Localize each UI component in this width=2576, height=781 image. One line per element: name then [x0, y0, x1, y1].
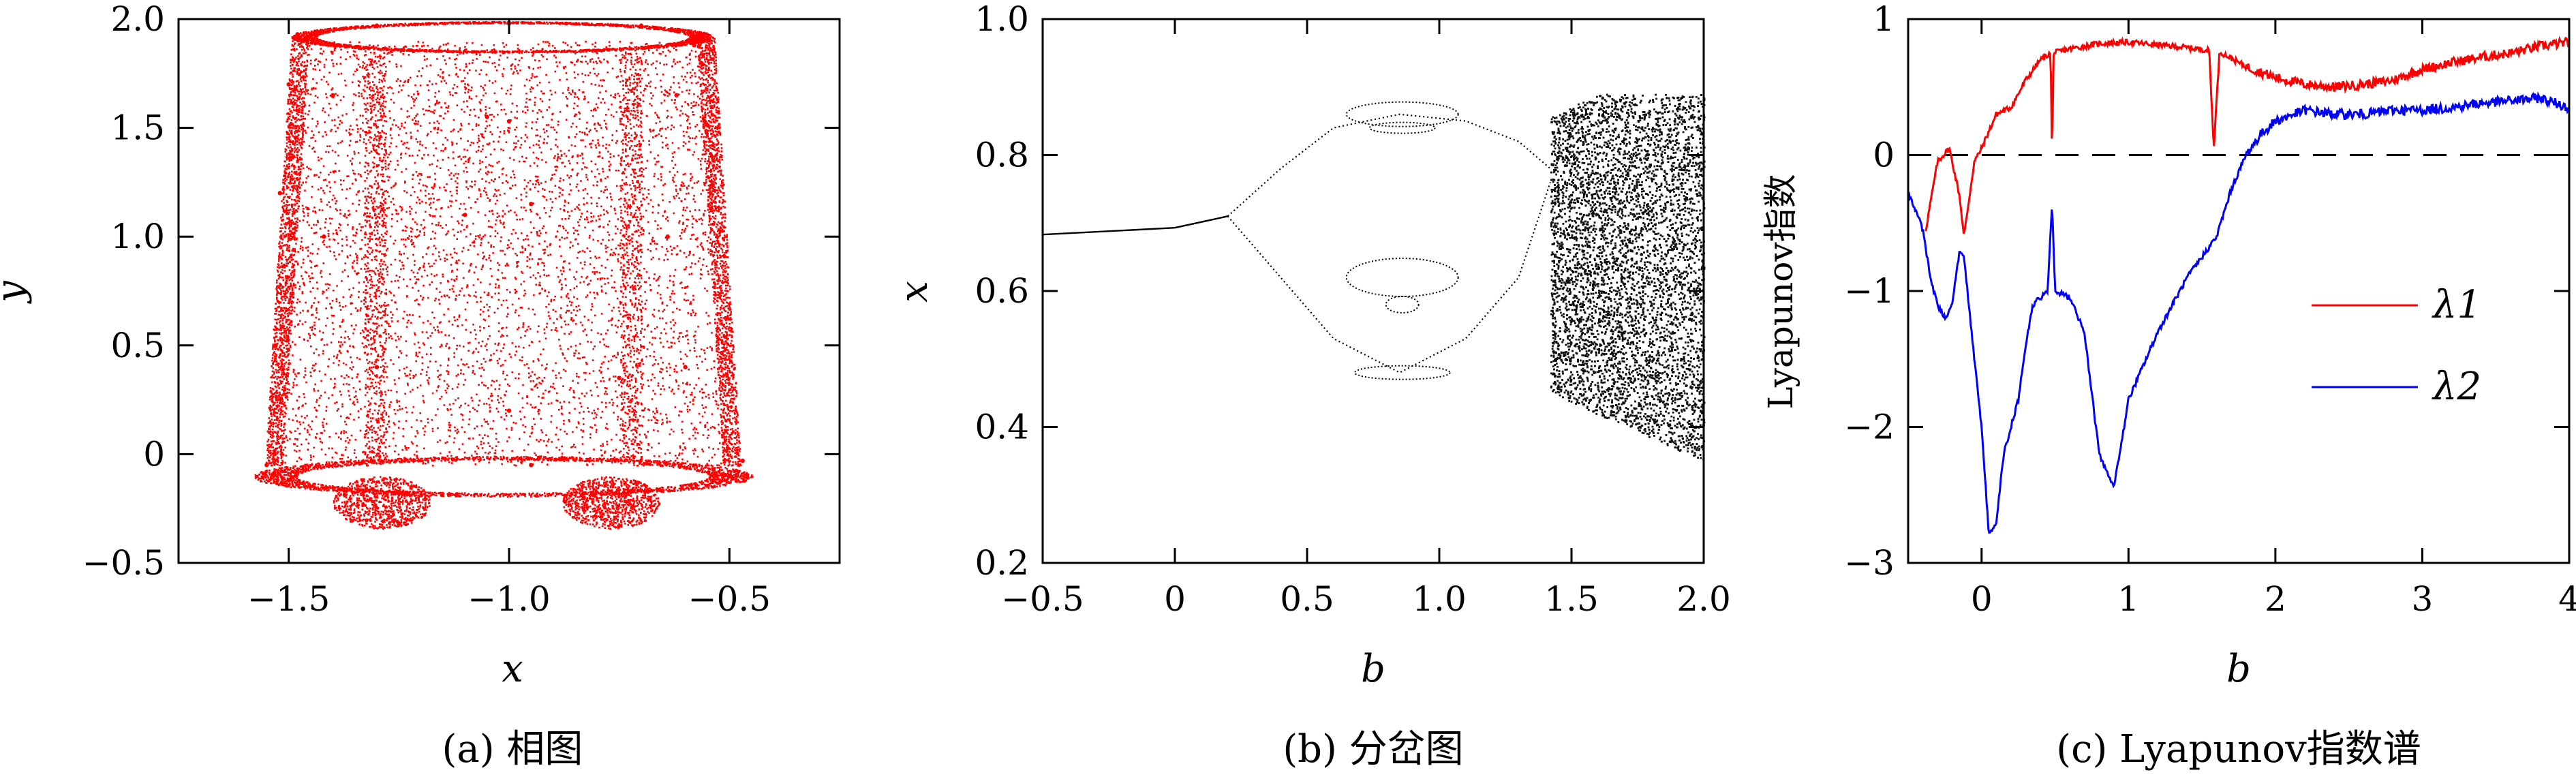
- legend-label-2: λ2: [2432, 365, 2481, 409]
- panel-a-y-tick-label: 2.0: [110, 0, 165, 39]
- panel-c-x-axis-label: b: [2226, 647, 2251, 691]
- panel-c-x-tick-label: 2: [2265, 579, 2286, 619]
- panel-a-phase-portrait: −1.5 −1.0 −0.5 −0.5 0 0.5 1.0 1.5 2.0 x y (a) 相图: [0, 0, 840, 771]
- panel-c-lyapunov-spectrum: 0 1 2 3 4 −3 −2 −1 0 1 b Lyapunov指数 (c) Lyapunov指…: [1761, 0, 2576, 771]
- panel-b-bifurcation-points: [1043, 94, 1706, 461]
- lower-bubble-outer: [1347, 258, 1458, 296]
- legend-label-1: λ1: [2432, 283, 2481, 327]
- panel-a-x-tick-label: −1.0: [467, 579, 550, 619]
- attractor-point: [286, 82, 290, 87]
- attractor-point-cloud: [255, 21, 754, 530]
- lowest-bubble: [1355, 366, 1450, 380]
- panel-b-y-tick-label: 0.2: [975, 543, 1029, 583]
- attractor-point: [683, 365, 687, 369]
- panel-b-x-tick-label: 1.5: [1544, 579, 1599, 619]
- upper-bubble-inner: [1370, 123, 1435, 134]
- panel-a-ticks: −1.5 −1.0 −0.5 −0.5 0 0.5 1.0 1.5 2.0: [82, 0, 840, 619]
- panel-b-x-tick-label: −0.5: [1001, 579, 1084, 619]
- panel-a-caption: (a) 相图: [442, 727, 583, 771]
- panel-c-y-tick-label: −3: [1844, 543, 1895, 583]
- attractor-point: [529, 202, 533, 206]
- fixed-point-branch: [1043, 216, 1228, 234]
- lower-period-branch: [1228, 182, 1550, 372]
- panel-a-x-tick-label: −1.5: [247, 579, 330, 619]
- panel-a-x-tick-label: −0.5: [688, 579, 771, 619]
- panel-b-caption: (b) 分岔图: [1283, 727, 1463, 771]
- panel-c-caption: (c) Lyapunov指数谱: [2056, 727, 2421, 771]
- panel-b-x-tick-label: 2.0: [1676, 579, 1731, 619]
- upper-period-branch: [1228, 114, 1550, 217]
- panel-b-x-axis-label: b: [1361, 647, 1385, 691]
- panel-a-y-tick-label: −0.5: [82, 543, 165, 583]
- chaotic-region-points: [1550, 94, 1706, 461]
- panel-c-x-tick-label: 1: [2117, 579, 2139, 619]
- panel-a-y-tick-label: 1.0: [110, 217, 165, 256]
- panel-a-y-tick-label: 0: [143, 434, 165, 474]
- panel-b-y-tick-label: 1.0: [975, 0, 1029, 39]
- attractor-point: [375, 365, 379, 369]
- panel-a-x-axis-label: x: [502, 647, 523, 691]
- panel-c-y-tick-label: 0: [1873, 136, 1895, 175]
- series-line-1: [1926, 38, 2569, 234]
- panel-b-y-axis-label: x: [892, 281, 936, 303]
- panel-c-y-tick-label: 1: [1873, 0, 1895, 39]
- panel-b-bifurcation-diagram: −0.5 0 0.5 1.0 1.5 2.0 0.2 0.4 0.6 0.8 1.0 b x (b)…: [892, 0, 1731, 771]
- panel-c-x-tick-label: 0: [1971, 579, 1993, 619]
- panel-c-y-tick-label: −1: [1844, 271, 1895, 311]
- lower-bubble-inner: [1386, 296, 1419, 313]
- attractor-point: [322, 234, 326, 239]
- panel-b-y-tick-label: 0.8: [975, 136, 1029, 175]
- panel-b-x-tick-label: 0: [1164, 579, 1186, 619]
- panel-c-legend: λ1 λ2: [2312, 283, 2481, 409]
- panel-c-x-tick-label: 3: [2412, 579, 2434, 619]
- attractor-point: [507, 408, 511, 412]
- panel-b-x-tick-label: 0.5: [1280, 579, 1334, 619]
- panel-b-x-tick-label: 1.0: [1412, 579, 1467, 619]
- panel-b-y-tick-label: 0.4: [975, 408, 1029, 447]
- panel-c-y-tick-label: −2: [1844, 408, 1895, 447]
- upper-bubble-outer: [1347, 102, 1458, 127]
- panel-a-attractor-points: [255, 21, 754, 530]
- panel-b-y-tick-label: 0.6: [975, 271, 1029, 311]
- panel-a-y-tick-label: 1.5: [110, 108, 165, 148]
- panel-c-y-axis-label: Lyapunov指数: [1761, 174, 1800, 409]
- panel-c-x-tick-label: 4: [2558, 579, 2576, 619]
- panel-a-y-tick-label: 0.5: [110, 326, 165, 365]
- panel-a-y-axis-label: y: [0, 280, 33, 305]
